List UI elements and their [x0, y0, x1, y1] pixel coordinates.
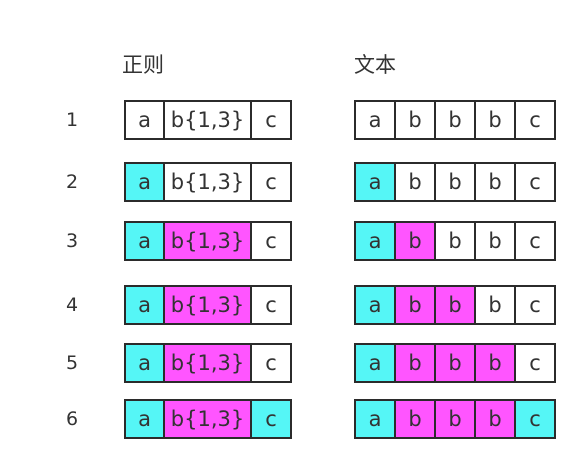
regex-cells: a b{1,3} c: [124, 399, 292, 439]
text-cell: a: [354, 399, 396, 439]
regex-cell: a: [124, 343, 165, 383]
text-cell: b: [394, 221, 436, 261]
regex-cell: a: [124, 399, 165, 439]
regex-cell: a: [124, 100, 165, 140]
text-cell: b: [434, 399, 476, 439]
regex-cell: c: [250, 285, 292, 325]
row-number: 2: [66, 171, 79, 193]
text-cell: a: [354, 100, 396, 140]
text-cell: b: [394, 399, 436, 439]
text-cell: b: [434, 285, 476, 325]
regex-cell: c: [250, 221, 292, 261]
regex-cell: a: [124, 285, 165, 325]
regex-cells: a b{1,3} c: [124, 162, 292, 202]
regex-cell: b{1,3}: [163, 221, 252, 261]
row-number: 3: [66, 230, 79, 252]
text-cells: a b b b c: [354, 100, 556, 140]
text-cell: b: [434, 221, 476, 261]
regex-cell: a: [124, 221, 165, 261]
text-cell: b: [434, 100, 476, 140]
text-cells: a b b b c: [354, 162, 556, 202]
text-cells: a b b b c: [354, 285, 556, 325]
regex-cell: c: [250, 343, 292, 383]
regex-column-header: 正则: [122, 53, 164, 77]
row-number: 6: [66, 408, 79, 430]
text-cells: a b b b c: [354, 221, 556, 261]
match-step-row: 3 a b{1,3} c a b b b c: [0, 221, 587, 261]
text-cell: b: [434, 162, 476, 202]
text-cell: c: [514, 221, 556, 261]
regex-cell: c: [250, 162, 292, 202]
regex-cell: b{1,3}: [163, 343, 252, 383]
regex-cell: c: [250, 399, 292, 439]
regex-cell: b{1,3}: [163, 285, 252, 325]
text-cell: b: [474, 100, 516, 140]
match-step-row: 4 a b{1,3} c a b b b c: [0, 285, 587, 325]
text-cell: a: [354, 221, 396, 261]
text-cell: b: [474, 285, 516, 325]
regex-cell: b{1,3}: [163, 100, 252, 140]
text-cell: b: [394, 285, 436, 325]
regex-cell: b{1,3}: [163, 162, 252, 202]
text-cell: b: [474, 221, 516, 261]
text-cell: b: [394, 162, 436, 202]
row-number: 5: [66, 352, 79, 374]
text-cells: a b b b c: [354, 343, 556, 383]
regex-cells: a b{1,3} c: [124, 285, 292, 325]
regex-cell: c: [250, 100, 292, 140]
text-cell: a: [354, 162, 396, 202]
regex-cell: a: [124, 162, 165, 202]
text-cell: b: [394, 100, 436, 140]
text-cell: c: [514, 399, 556, 439]
text-cell: b: [474, 399, 516, 439]
match-step-row: 1 a b{1,3} c a b b b c: [0, 100, 587, 140]
text-cell: a: [354, 343, 396, 383]
regex-cell: b{1,3}: [163, 399, 252, 439]
regex-cells: a b{1,3} c: [124, 343, 292, 383]
text-cell: a: [354, 285, 396, 325]
row-number: 1: [66, 109, 79, 131]
match-step-row: 5 a b{1,3} c a b b b c: [0, 343, 587, 383]
text-cells: a b b b c: [354, 399, 556, 439]
regex-cells: a b{1,3} c: [124, 221, 292, 261]
text-cell: c: [514, 285, 556, 325]
text-cell: b: [434, 343, 476, 383]
text-cell: c: [514, 100, 556, 140]
text-cell: b: [394, 343, 436, 383]
match-step-row: 6 a b{1,3} c a b b b c: [0, 399, 587, 439]
text-cell: c: [514, 162, 556, 202]
text-cell: c: [514, 343, 556, 383]
text-column-header: 文本: [354, 53, 396, 77]
match-step-row: 2 a b{1,3} c a b b b c: [0, 162, 587, 202]
regex-cells: a b{1,3} c: [124, 100, 292, 140]
text-cell: b: [474, 162, 516, 202]
text-cell: b: [474, 343, 516, 383]
row-number: 4: [66, 294, 79, 316]
